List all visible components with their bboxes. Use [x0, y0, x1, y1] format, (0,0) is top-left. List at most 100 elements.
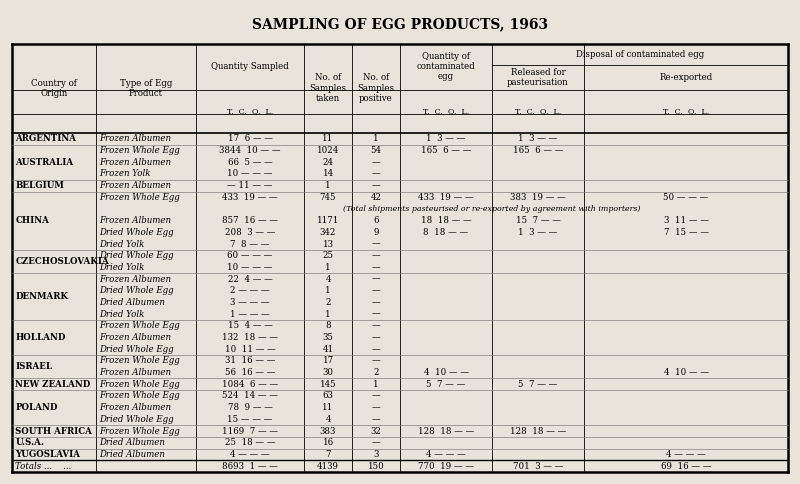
Text: —: —: [372, 158, 380, 167]
Text: Disposal of contaminated egg: Disposal of contaminated egg: [576, 50, 704, 59]
Text: DENMARK: DENMARK: [15, 292, 68, 301]
Text: 3 — — —: 3 — — —: [230, 298, 270, 307]
Text: 383: 383: [320, 426, 336, 436]
Text: 7  15 — —: 7 15 — —: [663, 228, 709, 237]
Text: Dried Whole Egg: Dried Whole Egg: [99, 345, 174, 354]
Text: 770  19 — —: 770 19 — —: [418, 462, 474, 470]
Text: CZECHOSLOVAKIA: CZECHOSLOVAKIA: [15, 257, 109, 266]
Text: BELGIUM: BELGIUM: [15, 181, 64, 190]
Text: —: —: [372, 251, 380, 260]
Text: Frozen Whole Egg: Frozen Whole Egg: [99, 356, 180, 365]
Text: —: —: [372, 438, 380, 447]
Text: 165  6 — —: 165 6 — —: [513, 146, 563, 155]
Text: 31  16 — —: 31 16 — —: [225, 356, 275, 365]
Text: 2 — — —: 2 — — —: [230, 287, 270, 295]
Text: Frozen Albumen: Frozen Albumen: [99, 181, 171, 190]
Text: Dried Albumen: Dried Albumen: [99, 450, 165, 459]
Text: Re-exported: Re-exported: [659, 73, 713, 82]
Text: 745: 745: [320, 193, 336, 202]
Text: 132  18 — —: 132 18 — —: [222, 333, 278, 342]
Text: U.S.A.: U.S.A.: [15, 438, 44, 447]
Text: Dried Whole Egg: Dried Whole Egg: [99, 228, 174, 237]
Text: T.  C.  Q.  L.: T. C. Q. L.: [423, 107, 469, 115]
Text: —: —: [372, 333, 380, 342]
Text: Country of
Origin: Country of Origin: [31, 78, 77, 98]
Text: 4: 4: [326, 415, 330, 424]
Text: NEW ZEALAND: NEW ZEALAND: [15, 380, 90, 389]
Text: No. of
Samples
positive: No. of Samples positive: [358, 74, 394, 103]
Text: ISRAEL: ISRAEL: [15, 362, 52, 371]
Text: 6: 6: [374, 216, 378, 225]
Text: 15 — — —: 15 — — —: [227, 415, 273, 424]
Text: 11: 11: [322, 135, 334, 143]
Text: 342: 342: [320, 228, 336, 237]
Text: —: —: [372, 392, 380, 400]
Text: Frozen Whole Egg: Frozen Whole Egg: [99, 193, 180, 202]
Text: 10 — — —: 10 — — —: [227, 263, 273, 272]
Text: 1  3 — —: 1 3 — —: [518, 135, 558, 143]
Text: 78  9 — —: 78 9 — —: [227, 403, 273, 412]
Text: 25: 25: [322, 251, 334, 260]
Text: T.  C.  Q.  L.: T. C. Q. L.: [663, 107, 709, 115]
Text: —: —: [372, 263, 380, 272]
Text: 66  5 — —: 66 5 — —: [228, 158, 272, 167]
Text: 1: 1: [325, 263, 331, 272]
Text: 15  7 — —: 15 7 — —: [515, 216, 561, 225]
Text: 5  7 — —: 5 7 — —: [426, 380, 466, 389]
Text: 701  3 — —: 701 3 — —: [513, 462, 563, 470]
Text: —: —: [372, 274, 380, 284]
Text: 1171: 1171: [317, 216, 339, 225]
Text: Frozen Albumen: Frozen Albumen: [99, 158, 171, 167]
Text: Released for
pasteurisation: Released for pasteurisation: [507, 68, 569, 87]
Text: Dried Whole Egg: Dried Whole Egg: [99, 415, 174, 424]
Text: Dried Yolk: Dried Yolk: [99, 240, 145, 249]
Text: 128  18 — —: 128 18 — —: [510, 426, 566, 436]
Text: 857  16 — —: 857 16 — —: [222, 216, 278, 225]
Text: Frozen Whole Egg: Frozen Whole Egg: [99, 146, 180, 155]
Text: 5  7 — —: 5 7 — —: [518, 380, 558, 389]
Text: 7  8 — —: 7 8 — —: [230, 240, 270, 249]
Text: 1  3 — —: 1 3 — —: [426, 135, 466, 143]
Text: 3  11 — —: 3 11 — —: [663, 216, 709, 225]
Text: 9: 9: [374, 228, 378, 237]
Text: —: —: [372, 169, 380, 179]
Text: AUSTRALIA: AUSTRALIA: [15, 158, 74, 167]
Text: —: —: [372, 298, 380, 307]
Text: Dried Whole Egg: Dried Whole Egg: [99, 251, 174, 260]
Text: T.  C.  Q.  L.: T. C. Q. L.: [515, 107, 561, 115]
Text: Frozen Albumen: Frozen Albumen: [99, 274, 171, 284]
Text: 7: 7: [326, 450, 330, 459]
Text: Dried Yolk: Dried Yolk: [99, 263, 145, 272]
Text: 56  16 — —: 56 16 — —: [225, 368, 275, 377]
Text: Frozen Albumen: Frozen Albumen: [99, 333, 171, 342]
Text: —: —: [372, 321, 380, 331]
Text: 17  6 — —: 17 6 — —: [227, 135, 273, 143]
Text: Dried Yolk: Dried Yolk: [99, 310, 145, 318]
Text: — 11 — —: — 11 — —: [227, 181, 273, 190]
Text: Quantity of
contaminated
egg: Quantity of contaminated egg: [417, 52, 475, 81]
Text: 24: 24: [322, 158, 334, 167]
Text: 35: 35: [322, 333, 334, 342]
Text: Frozen Whole Egg: Frozen Whole Egg: [99, 321, 180, 331]
Text: SOUTH AFRICA: SOUTH AFRICA: [15, 426, 92, 436]
Text: 8  18 — —: 8 18 — —: [423, 228, 469, 237]
Text: 1024: 1024: [317, 146, 339, 155]
Text: Frozen Whole Egg: Frozen Whole Egg: [99, 392, 180, 400]
Text: (Total shipments pasteurised or re-exported by agreement with importers): (Total shipments pasteurised or re-expor…: [343, 205, 641, 213]
Text: 4 — — —: 4 — — —: [666, 450, 706, 459]
Text: 13: 13: [322, 240, 334, 249]
Text: 1  3 — —: 1 3 — —: [518, 228, 558, 237]
Text: Frozen Albumen: Frozen Albumen: [99, 216, 171, 225]
Text: 16: 16: [322, 438, 334, 447]
Text: Frozen Whole Egg: Frozen Whole Egg: [99, 426, 180, 436]
Text: 3844  10 — —: 3844 10 — —: [219, 146, 281, 155]
Text: —: —: [372, 287, 380, 295]
Text: —: —: [372, 240, 380, 249]
Text: 10 — — —: 10 — — —: [227, 169, 273, 179]
Text: 50 — — —: 50 — — —: [663, 193, 709, 202]
Text: T.  C.  Q.  L.: T. C. Q. L.: [227, 107, 273, 115]
Text: 63: 63: [322, 392, 334, 400]
Text: Type of Egg
Product: Type of Egg Product: [120, 78, 172, 98]
Text: 4 — — —: 4 — — —: [230, 450, 270, 459]
Text: 41: 41: [322, 345, 334, 354]
